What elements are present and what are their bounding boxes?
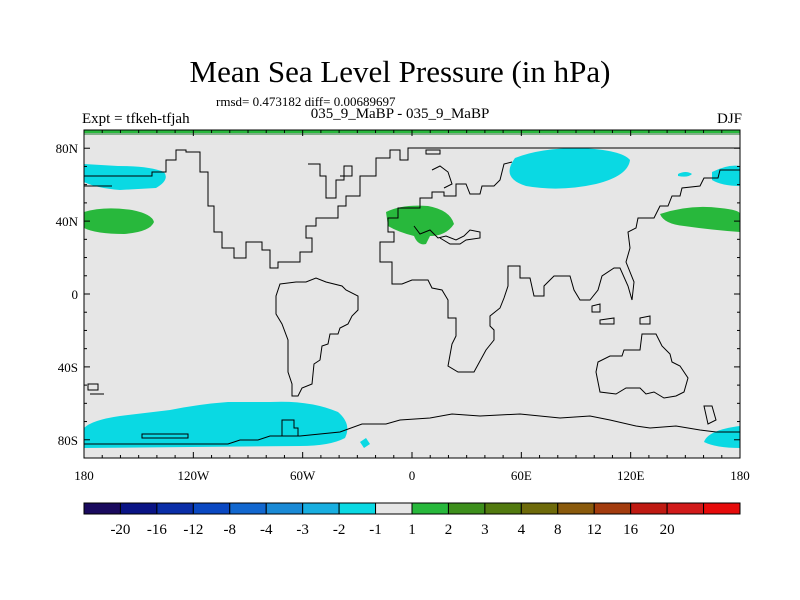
colorbar-label: -8 bbox=[224, 522, 237, 538]
coastline-north-america bbox=[84, 147, 512, 269]
colorbar-swatch bbox=[375, 502, 413, 515]
north-pacific-west-region bbox=[84, 208, 154, 234]
x-tick-label: 0 bbox=[409, 468, 416, 483]
colorbar-swatch bbox=[229, 502, 267, 515]
x-tick-label: 120W bbox=[177, 468, 210, 483]
coastline-australia bbox=[595, 333, 689, 399]
colorbar-label: 3 bbox=[481, 522, 489, 538]
colorbar-label: 4 bbox=[518, 522, 526, 538]
east-siberia-small-region bbox=[678, 172, 692, 177]
colorbar-label: -2 bbox=[333, 522, 346, 538]
x-tick-label: 60E bbox=[511, 468, 532, 483]
colorbar-label: 16 bbox=[623, 522, 639, 538]
colorbar: -20 -16 -12 -8 -4 -3 -2 -1 1 2 3 4 8 12 16 20 bbox=[83, 502, 741, 538]
colorbar-swatch bbox=[302, 502, 340, 515]
coastline-greenland bbox=[425, 149, 441, 155]
colorbar-swatch bbox=[119, 502, 158, 515]
coastline-pacific-islands bbox=[87, 383, 104, 395]
europe-region bbox=[386, 205, 454, 245]
x-tick-label: 60W bbox=[290, 468, 316, 483]
east-siberia-region bbox=[712, 165, 740, 186]
season-label: DJF bbox=[716, 111, 742, 127]
colorbar-swatch bbox=[192, 502, 231, 515]
colorbar-label: -20 bbox=[110, 522, 130, 538]
colorbar-swatch bbox=[83, 502, 121, 515]
y-tick-label: 0 bbox=[72, 287, 79, 302]
colorbar-swatch bbox=[557, 502, 595, 515]
drake-passage-region bbox=[360, 438, 370, 448]
colorbar-swatch bbox=[156, 502, 194, 515]
coastline-eurasia-africa bbox=[379, 147, 740, 373]
colorbar-label: 12 bbox=[587, 522, 602, 538]
colorbar-swatch bbox=[593, 502, 632, 515]
y-tick-label: 80N bbox=[56, 141, 79, 156]
x-tick-label: 120E bbox=[617, 468, 645, 483]
y-axis: 80N 40N 0 40S 80S bbox=[56, 141, 740, 448]
north-pacific-asia-region bbox=[660, 206, 740, 232]
coastline-indonesia bbox=[591, 303, 651, 325]
coastline-south-america bbox=[275, 277, 359, 397]
y-tick-label: 80S bbox=[58, 433, 78, 448]
colorbar-label: 1 bbox=[408, 522, 416, 538]
coastline-antarctic-peninsula bbox=[281, 419, 299, 437]
coastline-antarctica bbox=[84, 413, 740, 445]
x-axis: 180 120W 60W 0 60E 120E 180 bbox=[74, 130, 750, 483]
colorbar-label: 2 bbox=[445, 522, 453, 538]
colorbar-label: -3 bbox=[296, 522, 309, 538]
colorbar-label: 20 bbox=[660, 522, 675, 538]
coastline-scandinavia bbox=[431, 165, 453, 189]
colorbar-label: 8 bbox=[554, 522, 562, 538]
colorbar-swatch bbox=[447, 502, 486, 515]
y-tick-label: 40N bbox=[56, 214, 79, 229]
experiment-label: Expt = tfkeh-tfjah bbox=[82, 111, 190, 127]
colorbar-swatch bbox=[338, 502, 377, 515]
coastline-ross-shelf bbox=[141, 433, 189, 439]
colorbar-label: -16 bbox=[147, 522, 167, 538]
colorbar-swatch bbox=[666, 502, 705, 515]
colorbar-swatch bbox=[265, 502, 304, 515]
colorbar-label: -1 bbox=[369, 522, 382, 538]
coastline-hudson bbox=[308, 163, 353, 199]
colorbar-swatch bbox=[703, 502, 741, 515]
colorbar-swatch bbox=[520, 502, 559, 515]
colorbar-swatch bbox=[630, 502, 668, 515]
x-tick-label: 180 bbox=[730, 468, 750, 483]
colorbar-label: -12 bbox=[183, 522, 203, 538]
map-panel bbox=[84, 130, 740, 458]
colorbar-swatch bbox=[484, 502, 522, 515]
y-tick-label: 40S bbox=[58, 360, 78, 375]
stats-line: rmsd= 0.473182 diff= 0.00689697 bbox=[216, 94, 396, 109]
x-tick-label: 180 bbox=[74, 468, 94, 483]
chart-title: Mean Sea Level Pressure (in hPa) bbox=[189, 54, 611, 89]
colorbar-label: -4 bbox=[260, 522, 273, 538]
coastlines bbox=[84, 147, 740, 445]
arctic-region bbox=[509, 148, 630, 189]
run-comparison-label: 035_9_MaBP - 035_9_MaBP bbox=[310, 106, 490, 122]
coastline-mediterranean bbox=[413, 225, 481, 245]
coastline-new-zealand bbox=[703, 405, 717, 425]
colorbar-swatch bbox=[411, 502, 449, 515]
north-pacific-east-region bbox=[84, 164, 166, 190]
